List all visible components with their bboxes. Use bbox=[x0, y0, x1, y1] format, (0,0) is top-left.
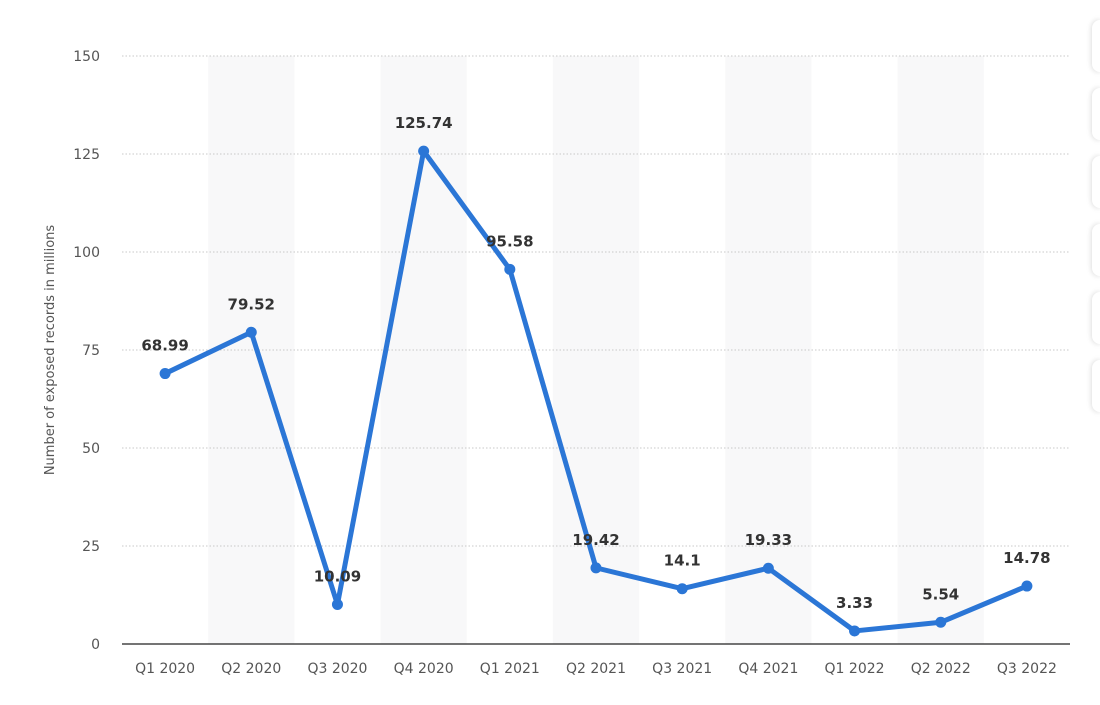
x-tick-labels: Q1 2020 Q2 2020 Q3 2020 Q4 2020 Q1 2021 Q2 20… bbox=[135, 661, 1057, 677]
data-label: 14.1 bbox=[664, 552, 701, 570]
data-point[interactable] bbox=[418, 145, 430, 157]
x-tick-label: Q3 2021 bbox=[652, 661, 712, 677]
data-point[interactable] bbox=[676, 583, 688, 595]
data-label: 95.58 bbox=[486, 232, 533, 250]
y-tick-label: 25 bbox=[82, 539, 100, 555]
gridlines bbox=[122, 55, 1070, 547]
y-tick-label: 100 bbox=[73, 245, 100, 261]
side-toolbar-button[interactable] bbox=[1092, 20, 1100, 72]
data-point[interactable] bbox=[331, 598, 343, 610]
data-point[interactable] bbox=[935, 616, 947, 628]
data-point[interactable] bbox=[245, 326, 257, 338]
data-label: 79.52 bbox=[228, 295, 275, 313]
x-tick-label: Q3 2020 bbox=[307, 661, 367, 677]
y-tick-label: 0 bbox=[91, 637, 100, 653]
y-tick-label: 150 bbox=[73, 49, 100, 65]
data-label: 10.09 bbox=[314, 567, 361, 585]
data-label: 19.33 bbox=[745, 531, 792, 549]
y-tick-labels: 0 25 50 75 100 125 150 bbox=[73, 49, 100, 653]
data-point[interactable] bbox=[1021, 580, 1033, 592]
data-labels: 68.99 79.52 10.09 125.74 95.58 19.42 14.1 19.33… bbox=[141, 114, 1050, 612]
x-tick-label: Q2 2022 bbox=[911, 661, 971, 677]
data-points bbox=[159, 145, 1033, 637]
data-label: 68.99 bbox=[141, 337, 188, 355]
x-tick-label: Q1 2021 bbox=[480, 661, 540, 677]
data-point[interactable] bbox=[590, 562, 602, 574]
data-point[interactable] bbox=[504, 263, 516, 275]
x-tick-label: Q2 2020 bbox=[221, 661, 281, 677]
category-band bbox=[725, 56, 812, 644]
x-tick-label: Q1 2022 bbox=[825, 661, 885, 677]
data-point[interactable] bbox=[159, 368, 171, 380]
x-tick-label: Q2 2021 bbox=[566, 661, 626, 677]
data-label: 14.78 bbox=[1003, 549, 1050, 567]
side-toolbar-button[interactable] bbox=[1092, 292, 1100, 344]
x-tick-label: Q4 2021 bbox=[738, 661, 798, 677]
data-point[interactable] bbox=[849, 625, 861, 637]
side-toolbar-button[interactable] bbox=[1092, 88, 1100, 140]
data-point[interactable] bbox=[762, 562, 774, 574]
x-tick-label: Q3 2022 bbox=[997, 661, 1057, 677]
data-label: 5.54 bbox=[922, 585, 959, 603]
data-label: 3.33 bbox=[836, 594, 873, 612]
data-label: 19.42 bbox=[572, 531, 619, 549]
y-tick-label: 125 bbox=[73, 147, 100, 163]
side-toolbar-button[interactable] bbox=[1092, 224, 1100, 276]
side-toolbar-button[interactable] bbox=[1092, 156, 1100, 208]
data-label: 125.74 bbox=[395, 114, 453, 132]
x-tick-label: Q4 2020 bbox=[394, 661, 454, 677]
y-axis-title: Number of exposed records in millions bbox=[43, 225, 58, 476]
x-tick-label: Q1 2020 bbox=[135, 661, 195, 677]
y-tick-label: 50 bbox=[82, 441, 100, 457]
y-tick-label: 75 bbox=[82, 343, 100, 359]
side-toolbar-button[interactable] bbox=[1092, 360, 1100, 412]
